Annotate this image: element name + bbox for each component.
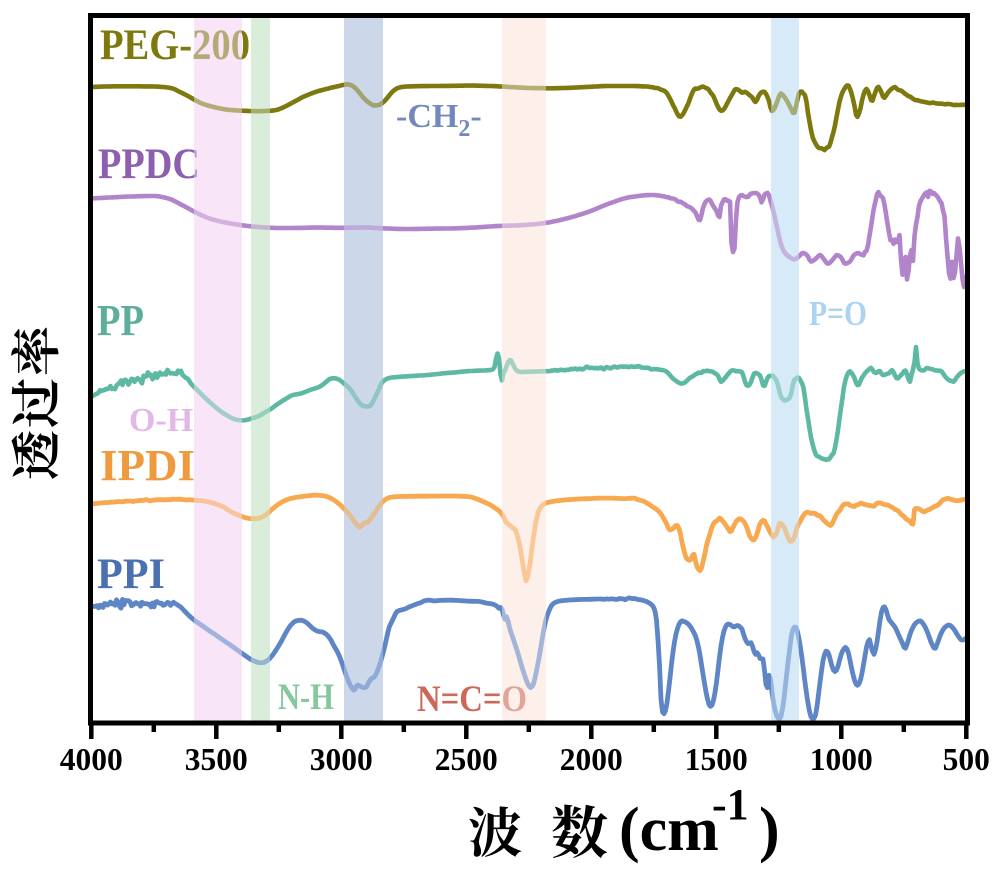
svg-text:P=O: P=O <box>809 294 867 333</box>
svg-text:4000: 4000 <box>60 742 123 777</box>
svg-text:3500: 3500 <box>185 742 248 777</box>
svg-text:PP: PP <box>97 296 144 345</box>
svg-text:IPDI: IPDI <box>100 441 195 490</box>
svg-text:N-H: N-H <box>278 677 334 718</box>
svg-text:2000: 2000 <box>560 742 623 777</box>
svg-text:PEG-200: PEG-200 <box>100 22 250 69</box>
svg-text:3000: 3000 <box>310 742 373 777</box>
svg-text:N=C=O: N=C=O <box>417 679 527 720</box>
svg-text:PPI: PPI <box>97 551 165 598</box>
svg-text:2500: 2500 <box>435 742 498 777</box>
svg-text:-1: -1 <box>712 780 749 829</box>
svg-text:): ) <box>759 796 780 864</box>
svg-text:500: 500 <box>943 742 990 777</box>
svg-text:1500: 1500 <box>685 742 748 777</box>
svg-text:PPDC: PPDC <box>98 141 200 188</box>
svg-text:1000: 1000 <box>810 742 873 777</box>
svg-text:(cm: (cm <box>619 796 719 864</box>
svg-text:O-H: O-H <box>129 402 193 439</box>
